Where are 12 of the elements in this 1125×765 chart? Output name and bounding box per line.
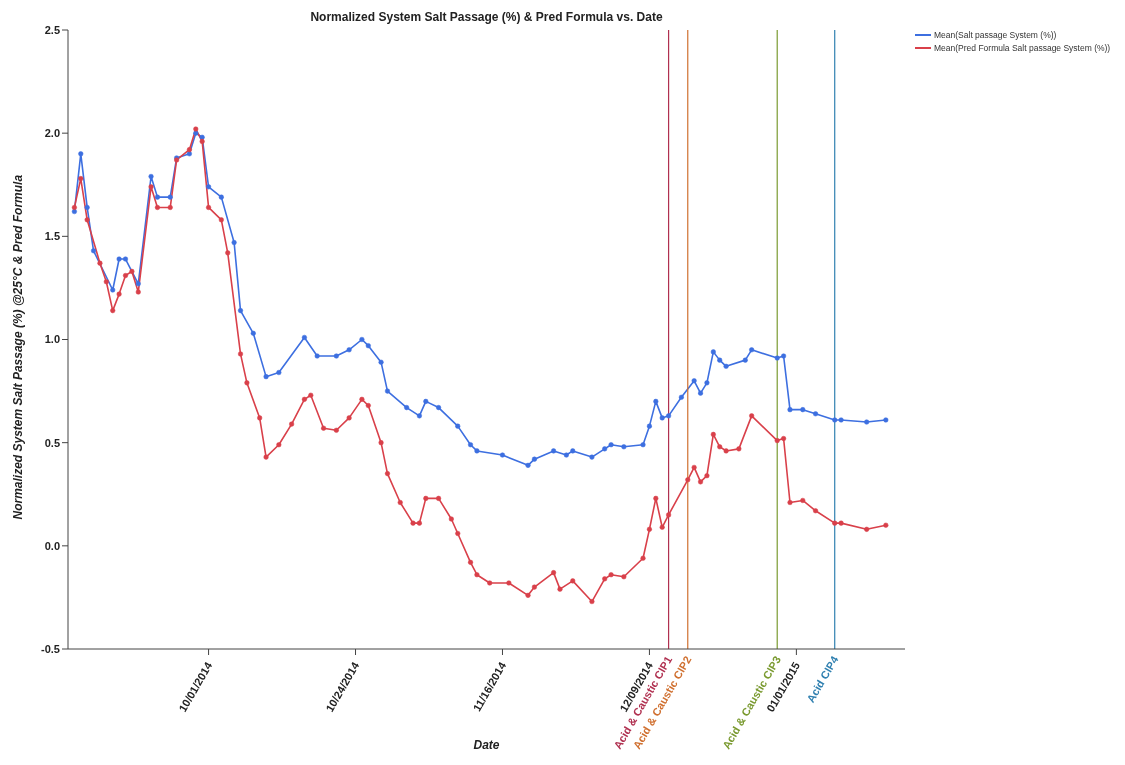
y-tick-label: -0.5 (41, 642, 60, 655)
y-axis-title: Normalized System Salt Passage (%) @25°C & Pred Formula (11, 174, 26, 520)
y-tick-label: 2.0 (44, 127, 60, 140)
y-tick-label: 1.5 (44, 230, 60, 243)
legend-label: Mean(Salt passage System (%)) (934, 30, 1057, 40)
x-axis-title: Date (473, 738, 500, 752)
y-tick-label: 2.5 (44, 23, 60, 36)
legend-label: Mean(Pred Formula Salt passage System (%)) (934, 43, 1111, 53)
y-tick-label: 1.0 (44, 333, 60, 346)
y-tick-label: 0.0 (44, 539, 60, 552)
chart-title: Normalized System Salt Passage (%) & Pred Formula vs. Date (309, 10, 664, 24)
y-tick-label: 0.5 (44, 436, 60, 449)
